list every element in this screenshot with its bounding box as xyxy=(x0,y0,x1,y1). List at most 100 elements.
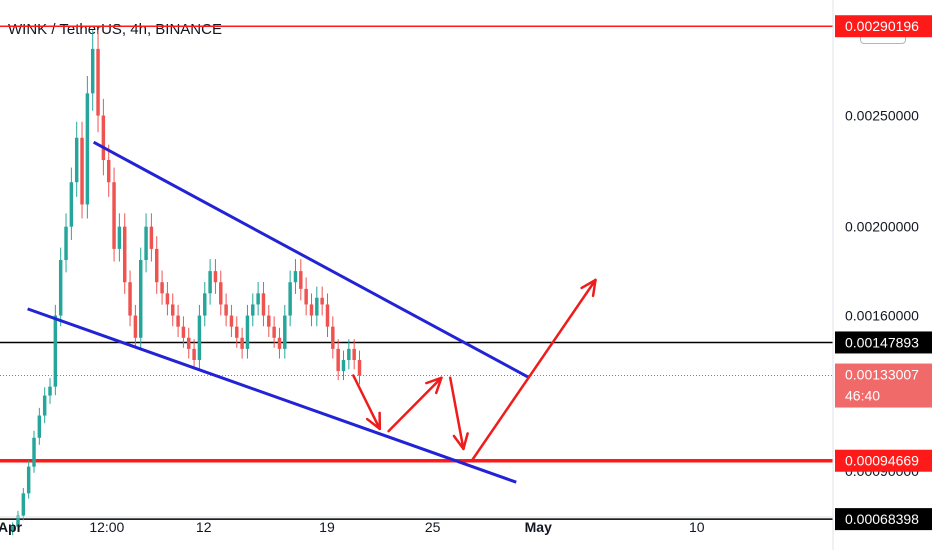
forecast-arrow xyxy=(387,376,443,433)
forecast-arrowhead xyxy=(425,376,443,385)
channel-upper-line xyxy=(92,140,531,380)
candle-body xyxy=(245,315,250,349)
candle-body xyxy=(288,282,292,316)
price-label-box xyxy=(835,363,932,408)
candle-body xyxy=(208,271,212,294)
candle-body xyxy=(112,182,116,249)
price-tick-label: 0.00200000 xyxy=(845,219,919,235)
candle-body xyxy=(48,386,52,396)
price-tick-label: 0.00250000 xyxy=(845,108,919,124)
candle-body xyxy=(320,297,324,305)
candle-body xyxy=(106,160,111,183)
price-label-value: 0.00147893 xyxy=(845,334,919,350)
candle-body xyxy=(16,515,20,527)
candle-body xyxy=(309,304,314,316)
candle-body xyxy=(251,304,255,316)
candle-body xyxy=(155,248,159,283)
time-axis: Apr 12:00 12 19 25 May 10 xyxy=(0,516,833,535)
candle-body xyxy=(331,326,335,349)
candle-body xyxy=(74,137,79,183)
candle-body xyxy=(101,115,106,160)
candle-body xyxy=(85,93,90,205)
candle-body xyxy=(138,260,143,338)
time-tick-label: 12 xyxy=(196,519,212,535)
candle-body xyxy=(122,226,127,283)
candle-body xyxy=(325,304,330,327)
price-label-value: 0.00133007 xyxy=(845,367,919,383)
candle-body xyxy=(181,326,186,338)
forecast-arrowhead xyxy=(462,432,469,451)
candle-body xyxy=(235,326,239,338)
price-axis: 0.002500000.002000000.001600000.00090000… xyxy=(832,0,932,550)
candle-body xyxy=(128,282,132,316)
candle-body xyxy=(176,315,180,327)
candle-body xyxy=(229,315,234,327)
candle-body xyxy=(144,226,148,260)
candle-body xyxy=(133,315,138,338)
candle-body xyxy=(261,293,266,316)
price-label-box xyxy=(835,331,932,354)
candle-body xyxy=(213,271,218,283)
forecast-arrowhead xyxy=(452,434,465,451)
candle-body xyxy=(10,526,15,531)
candle-body xyxy=(37,415,42,438)
candle-body xyxy=(277,337,282,349)
candle-body xyxy=(203,293,207,316)
forecast-arrowhead xyxy=(580,278,597,290)
time-tick-label: Apr xyxy=(0,519,23,535)
candle-body xyxy=(117,226,122,249)
candle-body xyxy=(357,360,362,376)
candle-body xyxy=(197,315,202,360)
time-tick-label: 25 xyxy=(425,519,441,535)
candle-body xyxy=(187,337,191,349)
price-tick-label: 0.00160000 xyxy=(845,308,919,324)
candle-body xyxy=(96,48,100,116)
candle-body xyxy=(315,297,319,316)
candle-body xyxy=(347,348,351,360)
forecast-arrowhead xyxy=(434,376,443,395)
time-tick-label: May xyxy=(525,519,552,535)
candle-body xyxy=(42,395,47,416)
candle-body xyxy=(80,137,84,205)
candle-body xyxy=(304,288,308,305)
candle-body xyxy=(69,182,74,227)
candle-body xyxy=(90,48,95,94)
candle-body xyxy=(32,437,36,467)
price-label-value: 0.00290196 xyxy=(845,18,919,34)
price-label-value: 0.00094669 xyxy=(845,453,919,469)
time-tick-label: 12:00 xyxy=(89,519,124,535)
candle-body xyxy=(272,326,276,338)
price-label-box xyxy=(835,449,932,472)
candle-body xyxy=(336,348,340,372)
candle-body xyxy=(256,293,260,305)
time-tick-label: 10 xyxy=(689,519,705,535)
candle-body xyxy=(58,260,63,316)
price-label-box xyxy=(835,15,932,38)
candle-body xyxy=(299,271,303,289)
candle-body xyxy=(240,337,244,349)
horizontal-levels xyxy=(0,25,833,520)
candle-body xyxy=(352,348,356,360)
candle-body xyxy=(283,315,287,349)
bar-countdown: 46:40 xyxy=(845,388,880,404)
time-tick-label: 19 xyxy=(319,519,335,535)
candle-body xyxy=(224,304,228,316)
candle-body xyxy=(26,466,31,494)
candle-body xyxy=(149,226,154,249)
forecast-arrow xyxy=(448,376,465,451)
candle-body xyxy=(293,271,298,283)
price-label-value: 0.00068398 xyxy=(845,511,919,527)
candle-body xyxy=(192,348,196,360)
candle-body xyxy=(267,315,271,327)
forecast-arrow xyxy=(470,278,597,462)
candle-body xyxy=(64,226,68,260)
candle-body xyxy=(219,282,223,305)
forecast-arrowhead xyxy=(365,417,382,431)
symbol-title: WINK / TetherUS, 4h, BINANCE xyxy=(8,21,222,38)
candle-body xyxy=(341,360,346,372)
forecast-arrow xyxy=(352,374,382,431)
price-label-box xyxy=(835,508,932,531)
channel-lower-line xyxy=(27,307,517,484)
candle-body xyxy=(21,493,26,516)
